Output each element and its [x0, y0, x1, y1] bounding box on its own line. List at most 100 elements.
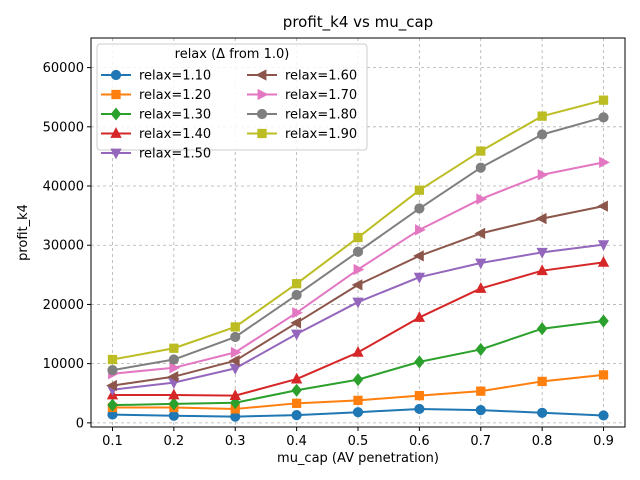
- data-point: [537, 407, 548, 418]
- x-tick-label: 0.5: [348, 434, 369, 449]
- data-point: [230, 346, 242, 359]
- data-point: [353, 232, 363, 243]
- data-point: [597, 256, 610, 267]
- data-point: [476, 193, 488, 205]
- data-point: [414, 185, 425, 195]
- data-point: [292, 307, 303, 319]
- data-point: [107, 398, 118, 412]
- x-tick-label: 0.4: [286, 434, 307, 449]
- series-group: [106, 95, 610, 422]
- y-tick-label: 0: [76, 416, 84, 431]
- data-point: [598, 314, 609, 328]
- x-tick-label: 0.6: [409, 434, 430, 449]
- data-point: [352, 373, 364, 387]
- data-point: [476, 386, 486, 396]
- legend-item: relax=1.10: [101, 69, 211, 84]
- data-point: [537, 376, 547, 387]
- series-relax-1-70: [108, 156, 610, 380]
- x-tick-label: 0.1: [102, 434, 123, 449]
- series-relax-1-10: [107, 403, 609, 422]
- data-point: [228, 355, 240, 367]
- data-point: [414, 390, 425, 401]
- data-point: [598, 370, 609, 380]
- x-axis-title: mu_cap (AV penetration): [277, 451, 439, 466]
- series-relax-1-90: [107, 95, 609, 365]
- x-tick-label: 0.7: [470, 434, 491, 449]
- data-point: [230, 331, 241, 343]
- legend-item: relax=1.40: [101, 127, 211, 142]
- data-point: [537, 129, 548, 140]
- legend-marker: [110, 107, 122, 121]
- legend-item: relax=1.80: [247, 108, 357, 123]
- x-tick-label: 0.3: [225, 434, 246, 449]
- data-point: [413, 272, 426, 284]
- data-point: [536, 264, 548, 276]
- legend-marker: [110, 69, 122, 81]
- data-point: [414, 203, 425, 214]
- data-point: [291, 398, 302, 408]
- data-point: [475, 342, 486, 356]
- data-point: [597, 200, 608, 212]
- data-point: [475, 258, 487, 270]
- legend-marker: [257, 88, 269, 101]
- data-point: [414, 355, 425, 369]
- legend-item: relax=1.50: [101, 147, 211, 162]
- legend-box: [96, 43, 368, 151]
- legend: relax (Δ from 1.0) relax=1.10 relax=1.20 re…: [96, 43, 368, 162]
- legend-label: relax=1.90: [285, 127, 357, 142]
- data-point: [106, 379, 117, 392]
- legend-title: relax (Δ from 1.0): [175, 47, 290, 62]
- legend-marker: [257, 128, 267, 139]
- data-point: [229, 389, 241, 401]
- data-point: [168, 388, 180, 400]
- legend-label: relax=1.40: [139, 127, 211, 142]
- data-point: [169, 343, 179, 353]
- data-point: [597, 240, 610, 252]
- data-point: [167, 371, 179, 383]
- data-point: [352, 246, 364, 257]
- data-point: [598, 112, 609, 123]
- data-point: [353, 263, 365, 276]
- legend-item: relax=1.90: [247, 127, 357, 142]
- data-point: [169, 362, 181, 374]
- data-point: [537, 111, 547, 121]
- data-point: [291, 410, 302, 421]
- chart-title: profit_k4 vs mu_cap: [283, 13, 433, 32]
- legend-label: relax=1.60: [285, 69, 357, 84]
- data-point: [352, 407, 364, 418]
- axes: 0.1 0.2 0.3 0.4 0.5 0.6 0.7 0.8 0.9 0 10000 20000 30…: [43, 61, 614, 449]
- data-point: [351, 279, 363, 291]
- data-point: [475, 405, 486, 416]
- y-tick-label: 50000: [43, 120, 84, 135]
- legend-marker: [110, 148, 122, 160]
- legend-label: relax=1.70: [285, 88, 357, 103]
- legend-label: relax=1.10: [139, 69, 211, 84]
- data-point: [353, 395, 363, 405]
- data-point: [352, 297, 364, 309]
- data-point: [536, 322, 548, 336]
- y-tick-label: 60000: [43, 61, 84, 76]
- data-point: [414, 403, 425, 415]
- data-point: [290, 372, 303, 384]
- series-relax-1-40: [106, 256, 610, 401]
- legend-label: relax=1.80: [285, 108, 357, 123]
- legend-label: relax=1.30: [139, 108, 211, 123]
- legend-item: relax=1.70: [247, 88, 357, 103]
- data-point: [598, 410, 609, 421]
- data-point: [291, 383, 302, 397]
- series-relax-1-30: [107, 314, 609, 412]
- x-tick-label: 0.2: [164, 434, 185, 449]
- series-relax-1-60: [106, 200, 608, 392]
- data-point: [537, 169, 549, 181]
- data-point: [230, 322, 240, 332]
- data-point: [474, 227, 486, 240]
- data-point: [168, 397, 180, 411]
- data-point: [291, 289, 302, 301]
- y-tick-label: 40000: [43, 180, 84, 195]
- data-point: [413, 250, 424, 262]
- data-point: [290, 317, 302, 329]
- series-relax-1-50: [106, 240, 610, 397]
- data-point: [598, 95, 609, 105]
- data-point: [475, 282, 487, 293]
- data-point: [168, 354, 179, 365]
